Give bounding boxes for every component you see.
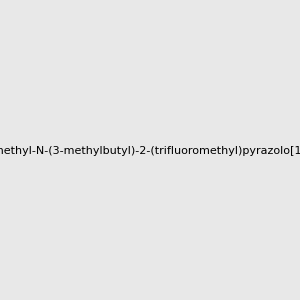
Text: 3-(4-fluorophenyl)-5-methyl-N-(3-methylbutyl)-2-(trifluoromethyl)pyrazolo[1,5-a]: 3-(4-fluorophenyl)-5-methyl-N-(3-methylb… [0,146,300,157]
